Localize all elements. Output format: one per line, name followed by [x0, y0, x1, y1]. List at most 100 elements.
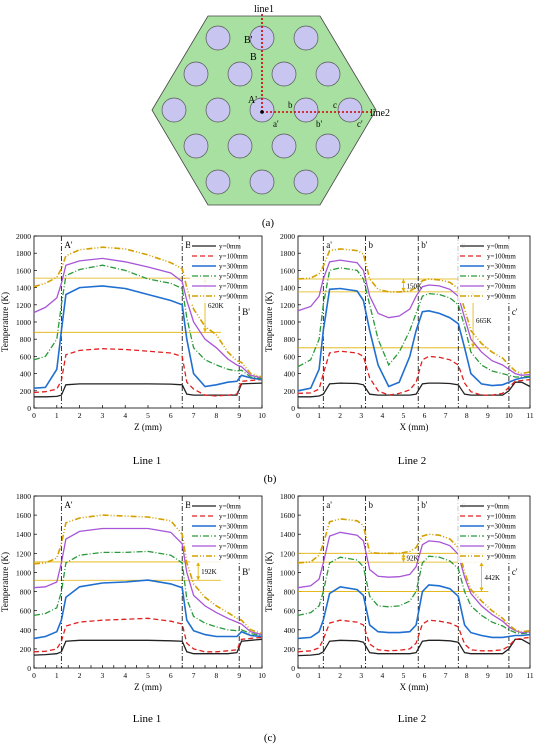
legend-entry: y=0mm — [487, 503, 509, 511]
arrowhead — [471, 343, 476, 348]
label-b: b — [288, 100, 293, 110]
series-line-y500mm — [33, 550, 263, 637]
series-line-y500mm — [33, 264, 263, 380]
y-tick-label: 600 — [20, 352, 32, 361]
x-tick-label: 2 — [78, 671, 82, 680]
hole-14 — [271, 133, 297, 159]
y-axis-label: Temperature (K) — [264, 292, 274, 352]
hexagon-schematic: line1 line2 B' B A' a' b b' c c' — [151, 4, 390, 206]
chart-b-line1: 0 200 400 600 800 1000 1200 1400 1600 1800 2000 0 1 2… — [0, 232, 266, 432]
legend-box — [458, 499, 526, 563]
y-tick-label: 1200 — [16, 301, 31, 310]
x-tick-label: 1 — [55, 411, 59, 420]
hole-0 — [205, 25, 231, 51]
label-c-prime: c' — [357, 119, 363, 129]
x-tick-label: 7 — [192, 671, 196, 680]
hole-3 — [183, 61, 209, 87]
hole-8 — [205, 97, 231, 123]
legend-entry: y=900mm — [219, 553, 248, 561]
subplot-title-b-line2: Line 2 — [398, 455, 426, 467]
series-line-y100mm — [297, 350, 531, 396]
x-tick-label: 6 — [169, 671, 173, 680]
x-tick-label: 4 — [380, 671, 384, 680]
section-label: A' — [64, 240, 72, 250]
arrowhead — [401, 287, 406, 292]
subplot-title-b-line1: Line 1 — [133, 455, 161, 467]
hole-11 — [337, 97, 363, 123]
annotation-label: 150K — [406, 282, 422, 290]
y-tick-label: 400 — [284, 626, 296, 635]
x-tick-label: 2 — [78, 411, 82, 420]
legend-box — [190, 239, 258, 303]
section-label: B' — [242, 307, 250, 317]
x-tick-label: 10 — [258, 411, 266, 420]
plot-frame — [297, 495, 531, 669]
annotation-label: 442K — [484, 574, 500, 582]
x-tick-label: 7 — [192, 411, 196, 420]
legend-entry: y=500mm — [219, 273, 248, 281]
legend-entry: y=300mm — [219, 523, 248, 531]
series-line-y900mm — [297, 248, 531, 375]
y-tick-label: 1600 — [16, 511, 31, 520]
section-label: b — [368, 240, 373, 250]
y-tick-label: 800 — [20, 588, 32, 597]
arrowhead — [196, 561, 201, 566]
legend-entry: y=0mm — [487, 243, 509, 251]
y-tick-label: 1400 — [16, 530, 31, 539]
section-label: c' — [512, 567, 518, 577]
label-a-prime: a' — [273, 119, 279, 129]
section-label: b — [368, 500, 373, 510]
hole-16 — [205, 169, 231, 195]
x-axis-label: X (mm) — [400, 682, 429, 692]
series-line-y900mm — [33, 246, 263, 378]
panel-label-a: (a) — [262, 217, 275, 229]
chart-c-line2: 0 200 400 600 800 1000 1200 1400 1600 1800 0 1 2 3 4 5 6… — [264, 492, 534, 692]
legend-entry: y=900mm — [219, 293, 248, 301]
x-tick-label: 3 — [359, 671, 363, 680]
y-tick-label: 1400 — [16, 284, 31, 293]
y-tick-label: 0 — [291, 664, 295, 673]
legend-entry: y=500mm — [219, 533, 248, 541]
arrowhead — [479, 587, 484, 592]
y-axis-label: Temperature (K) — [0, 552, 10, 612]
y-tick-label: 1200 — [16, 549, 31, 558]
x-tick-label: 7 — [444, 671, 448, 680]
series-line-y300mm — [297, 287, 531, 392]
label-B-prime: B' — [244, 35, 253, 46]
series-line-y900mm — [297, 518, 531, 633]
panel-label-c: (c) — [264, 732, 277, 744]
series-line-y300mm — [297, 584, 531, 640]
legend-entry: y=300mm — [219, 263, 248, 271]
y-tick-label: 200 — [284, 645, 296, 654]
legend-entry: y=0mm — [219, 243, 241, 251]
hole-7 — [161, 97, 187, 123]
hole-2 — [293, 25, 319, 51]
y-tick-label: 2000 — [280, 232, 295, 241]
y-tick-label: 400 — [284, 370, 296, 379]
subplot-title-c-line2: Line 2 — [398, 713, 426, 725]
hole-10 — [293, 97, 319, 123]
series-line-y700mm — [33, 527, 263, 636]
legend-entry: y=100mm — [219, 253, 248, 261]
x-tick-label: 10 — [505, 411, 513, 420]
x-tick-label: 11 — [526, 671, 533, 680]
holes-group — [161, 25, 363, 195]
x-tick-label: 8 — [465, 411, 469, 420]
x-tick-label: 9 — [237, 671, 241, 680]
x-tick-label: 0 — [32, 671, 36, 680]
hole-13 — [227, 133, 253, 159]
x-tick-label: 7 — [444, 411, 448, 420]
x-tick-label: 1 — [55, 671, 59, 680]
annotation-label: 92K — [406, 555, 418, 563]
y-tick-label: 1600 — [280, 266, 295, 275]
x-tick-label: 8 — [215, 671, 219, 680]
y-tick-label: 1800 — [280, 492, 295, 501]
legend-entry: y=700mm — [219, 283, 248, 291]
section-label: c' — [512, 307, 518, 317]
y-tick-label: 1800 — [280, 249, 295, 258]
hole-4 — [227, 61, 253, 87]
x-tick-label: 1 — [317, 411, 321, 420]
x-tick-label: 5 — [402, 411, 406, 420]
annotation-label: 620K — [208, 302, 224, 310]
x-tick-label: 3 — [359, 411, 363, 420]
